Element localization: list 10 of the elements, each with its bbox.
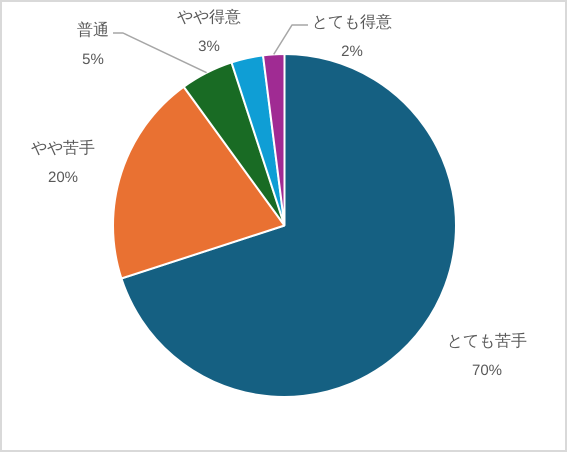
slice-label: やや苦手 [31,138,95,158]
slice-label: とても得意 [312,12,392,32]
slice-label: やや得意 [177,7,241,26]
data-label: 3% [198,38,220,56]
data-label: 5% [82,51,104,68]
data-label: 2% [341,43,363,60]
slice-label: 普通 [77,20,109,40]
data-label: 20% [48,169,78,186]
slice-label: とても苦手 [447,331,527,350]
data-label: 70% [472,362,502,380]
